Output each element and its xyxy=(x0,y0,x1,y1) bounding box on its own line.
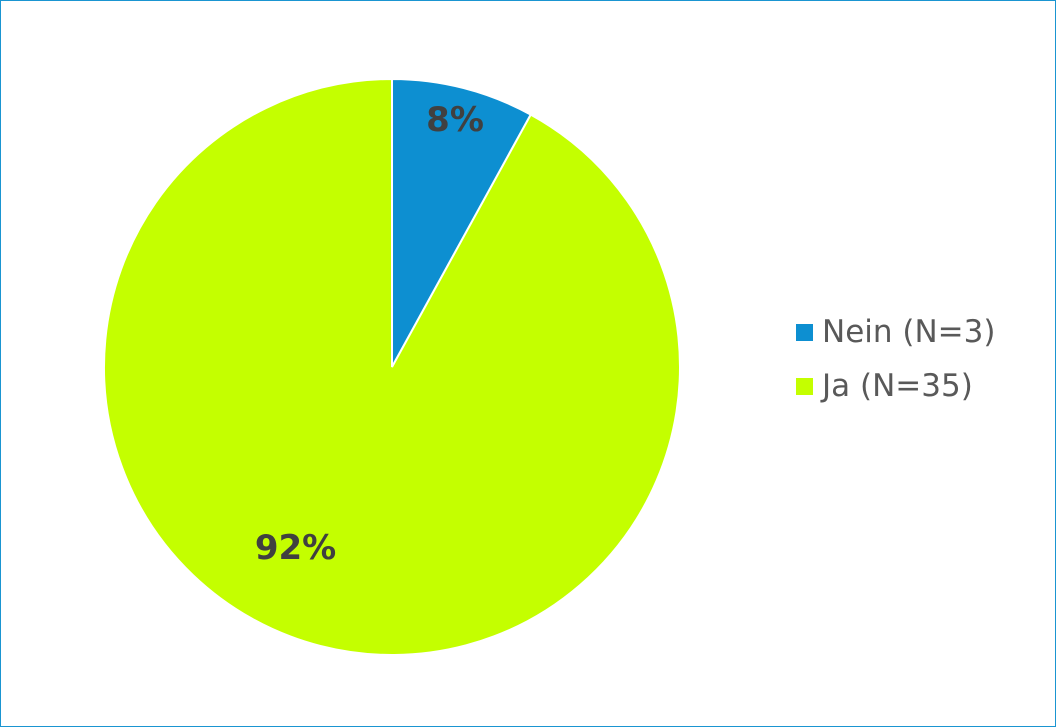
data-label-ja: 92% xyxy=(255,528,336,568)
legend-item-ja: Ja (N=35) xyxy=(796,359,995,413)
pie-slice-ja xyxy=(103,77,681,656)
legend-label-nein: Nein (N=3) xyxy=(822,314,996,350)
legend-label-ja: Ja (N=35) xyxy=(822,368,973,404)
legend-swatch-nein xyxy=(796,323,813,341)
legend-item-nein: Nein (N=3) xyxy=(796,305,995,359)
legend: Nein (N=3) Ja (N=35) xyxy=(796,305,995,413)
pie-slice-nein xyxy=(391,77,533,368)
legend-swatch-ja xyxy=(796,377,813,395)
data-label-nein: 8% xyxy=(426,100,484,140)
